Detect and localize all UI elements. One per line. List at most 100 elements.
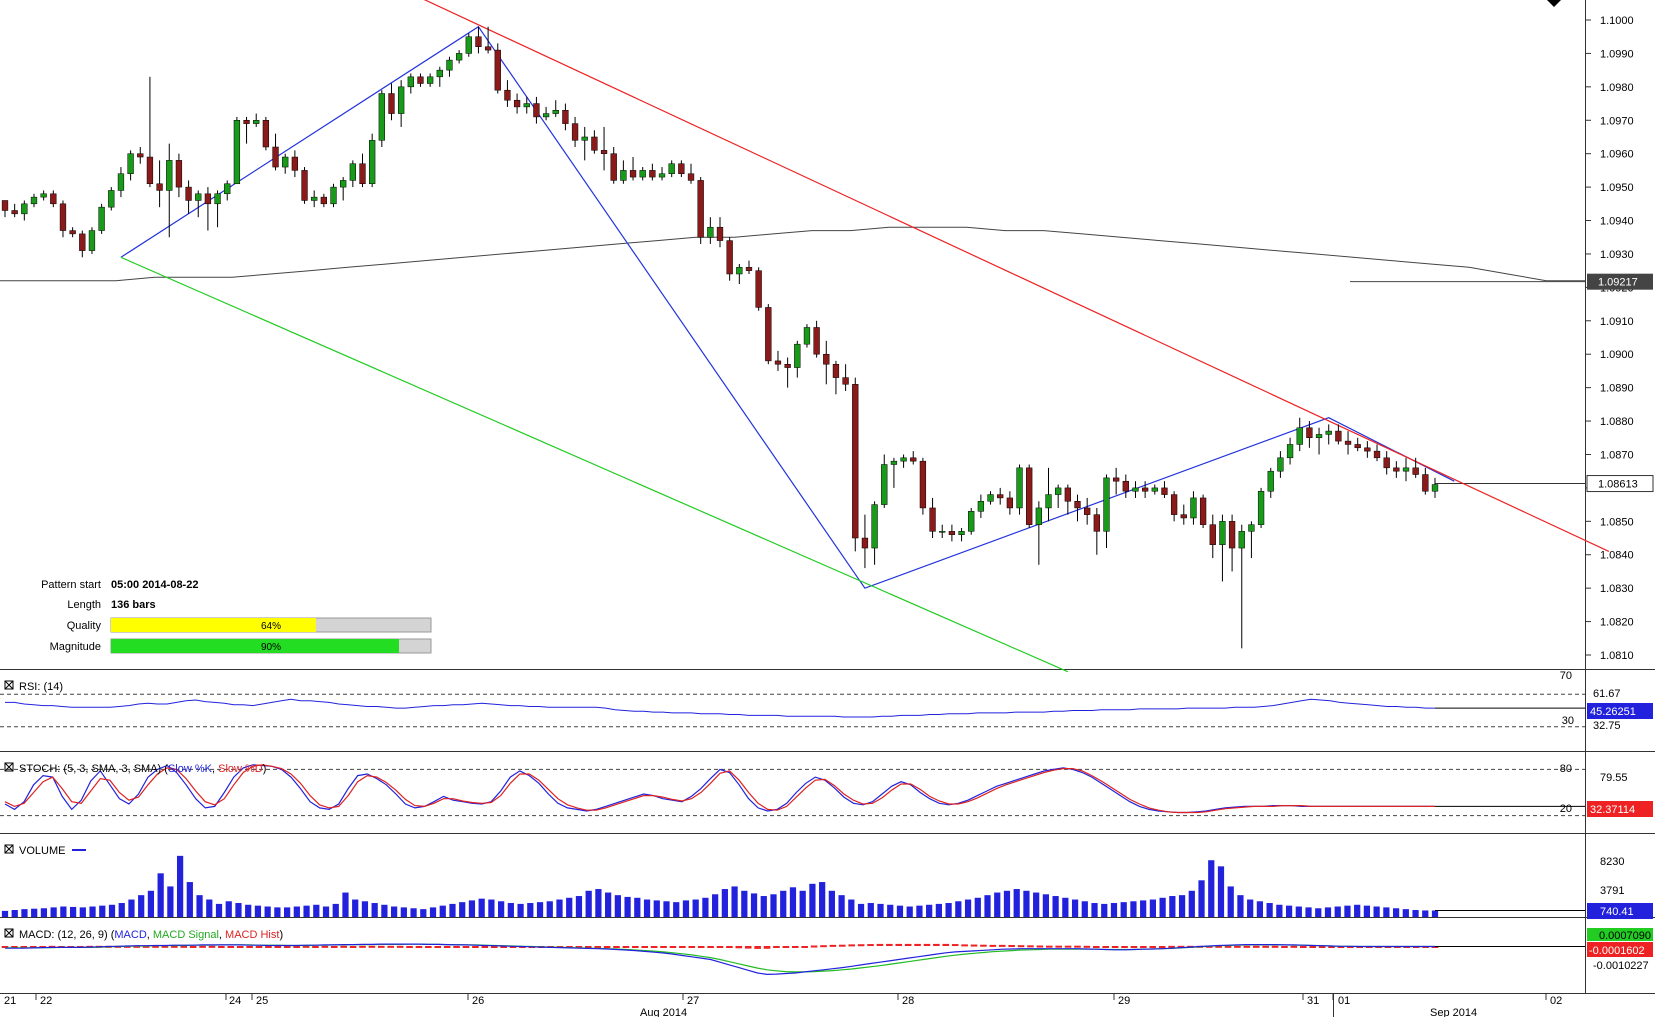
macd-hist-bar bbox=[189, 946, 197, 948]
candle-bull bbox=[736, 267, 743, 275]
macd-hist-bar bbox=[509, 946, 517, 948]
rsi-panel bbox=[0, 693, 1585, 728]
price-tick-label: 1.0830 bbox=[1600, 583, 1634, 595]
macd-line bbox=[5, 943, 1435, 976]
candle-bear bbox=[832, 363, 840, 378]
candle-bull bbox=[1238, 531, 1245, 549]
volume-close-icon[interactable] bbox=[4, 844, 14, 854]
candle-bear bbox=[1141, 487, 1149, 492]
macd-hist-bar bbox=[161, 945, 169, 948]
macd-line-label: MACD bbox=[114, 929, 146, 941]
volume-bar bbox=[595, 889, 602, 917]
volume-bar bbox=[1324, 907, 1332, 917]
volume-bar bbox=[906, 906, 913, 917]
macd-hist-bar bbox=[820, 945, 827, 948]
macd-hist-bar bbox=[387, 945, 395, 948]
macd-hist-bar bbox=[20, 946, 28, 948]
volume-bar bbox=[780, 890, 787, 917]
candle-bull bbox=[1431, 484, 1439, 492]
volume-bar bbox=[624, 896, 631, 917]
stoch-level-low: 20 bbox=[1560, 803, 1572, 815]
candle-bear bbox=[243, 120, 250, 124]
volume-bar bbox=[128, 899, 135, 917]
volume-bar bbox=[1208, 860, 1215, 917]
volume-bar bbox=[1276, 904, 1283, 917]
rsi-line bbox=[5, 698, 1435, 718]
macd-hist-bar bbox=[1045, 945, 1053, 948]
stoch-panel bbox=[0, 764, 1585, 817]
volume-bar bbox=[964, 899, 972, 917]
macd-hist-bar bbox=[1027, 945, 1034, 948]
candle-bull bbox=[224, 183, 231, 195]
candle-bear bbox=[1228, 521, 1236, 549]
magnitude-bar-fill bbox=[111, 639, 399, 653]
candle-bear bbox=[291, 156, 299, 171]
rsi-close-icon[interactable] bbox=[4, 680, 14, 690]
macd-title: MACD: (12, 26, 9) bbox=[19, 929, 108, 941]
candle-bear bbox=[649, 170, 656, 178]
macd-hist-bar bbox=[1290, 945, 1298, 948]
volume-bar bbox=[1354, 904, 1361, 917]
time-axis: 21 22 24 25 26 27 28 29 31 01 02 Aug 201… bbox=[4, 995, 1562, 1019]
volume-bar bbox=[634, 897, 641, 917]
macd-hist-bar bbox=[914, 943, 921, 946]
macd-hist-bar bbox=[265, 946, 272, 948]
macd-close-icon[interactable] bbox=[4, 928, 14, 938]
macd-hist-bar bbox=[1347, 946, 1354, 948]
macd-hist-bar bbox=[980, 944, 987, 947]
macd-hist-bar bbox=[613, 946, 620, 948]
pattern-info-box: Pattern start 05:00 2014-08-22 Length 13… bbox=[41, 579, 432, 654]
candle-bear bbox=[1383, 457, 1390, 469]
macd-hist-bar bbox=[368, 945, 376, 948]
candle-bull bbox=[30, 196, 38, 205]
volume-bar bbox=[1344, 905, 1351, 917]
macd-hist-bar bbox=[227, 946, 235, 948]
volume-bar bbox=[449, 903, 456, 917]
volume-bar bbox=[1247, 899, 1254, 917]
volume-bar bbox=[274, 907, 281, 917]
volume-bar bbox=[1256, 901, 1264, 917]
candle-bear bbox=[813, 327, 820, 355]
day-label-28: 28 bbox=[902, 995, 914, 1007]
price-tick-label: 1.0810 bbox=[1600, 650, 1634, 662]
volume-bar bbox=[1315, 908, 1322, 917]
volume-bar bbox=[848, 899, 855, 917]
ma-value-box bbox=[1587, 273, 1653, 290]
candle-bull bbox=[1103, 477, 1110, 532]
svg-text:MACD: (12, 26, 9) (MACD, MACD: MACD: (12, 26, 9) (MACD, MACD Signal, MA… bbox=[19, 929, 283, 941]
macd-hist-bar bbox=[1252, 945, 1260, 948]
stoch-value-box bbox=[1587, 801, 1653, 817]
candle-bull bbox=[436, 69, 443, 78]
stoch-close-icon[interactable] bbox=[4, 762, 14, 772]
volume-bar bbox=[945, 903, 952, 917]
volume-title: VOLUME bbox=[19, 845, 65, 857]
volume-bar bbox=[215, 903, 223, 917]
volume-bar bbox=[828, 890, 835, 917]
macd-hist-bar bbox=[171, 945, 178, 948]
volume-bar bbox=[653, 900, 660, 917]
candle-bull bbox=[1045, 494, 1052, 509]
stoch-header: STOCH: (5, 3, SMA, 3, SMA) (Slow %K, Slo… bbox=[4, 762, 1653, 817]
macd-hist-bar bbox=[283, 946, 291, 948]
macd-hist-bar bbox=[650, 946, 658, 948]
candle-bear bbox=[50, 193, 57, 205]
length-label: Length bbox=[67, 599, 101, 611]
candle-bear bbox=[948, 531, 956, 535]
volume-bar bbox=[206, 899, 213, 917]
candle-bear bbox=[185, 186, 192, 201]
candle-bear bbox=[475, 36, 482, 47]
candle-bull bbox=[1286, 444, 1294, 459]
dropdown-arrow-icon[interactable] bbox=[1547, 0, 1561, 7]
volume-bar bbox=[293, 906, 300, 917]
volume-value-box bbox=[1587, 903, 1653, 919]
macd-hist-bar bbox=[500, 946, 507, 948]
macd-hist-bar bbox=[1168, 945, 1175, 948]
macd-hist-bar bbox=[632, 946, 639, 948]
candle-bear bbox=[1344, 440, 1352, 445]
volume-panel bbox=[1, 855, 1585, 917]
macd-hist-bar bbox=[735, 946, 743, 949]
volume-bar bbox=[809, 883, 816, 917]
candle-bull bbox=[803, 327, 811, 345]
price-tick-label: 1.1000 bbox=[1600, 15, 1634, 27]
candle-bull bbox=[1151, 487, 1158, 492]
